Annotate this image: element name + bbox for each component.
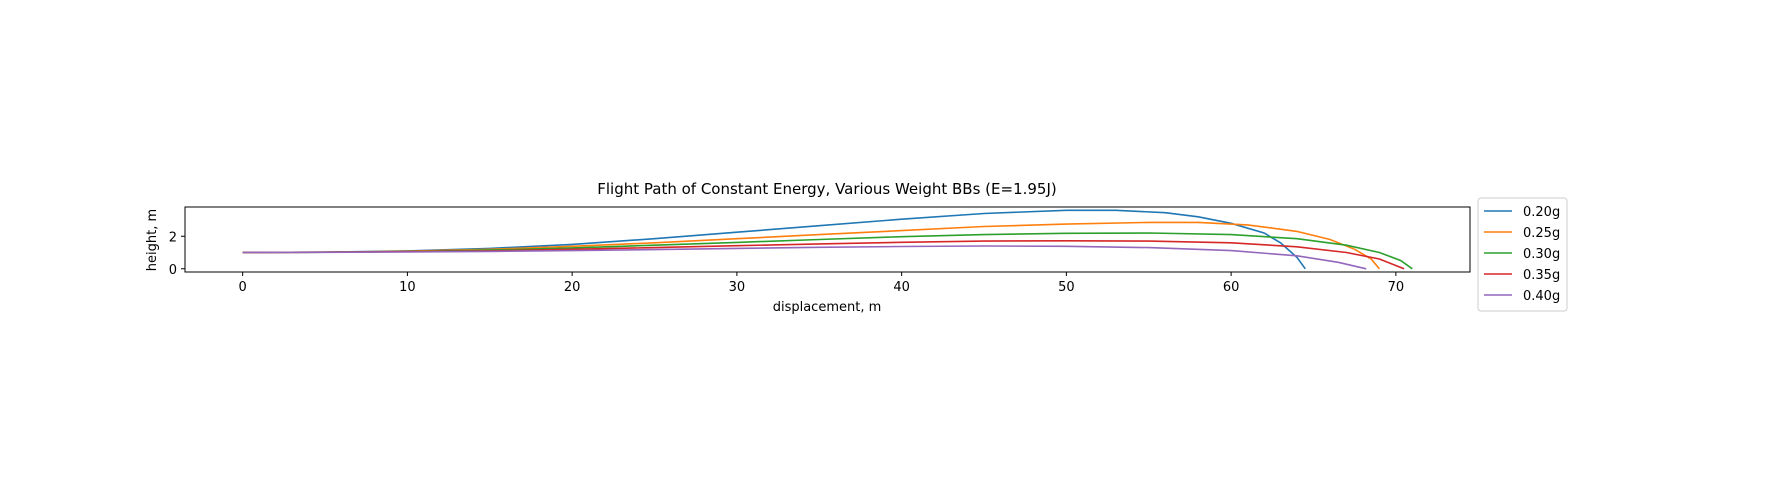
plot-area: 0 10 20 30 40 50 60 70 0 2 xyxy=(169,206,1471,295)
legend-label-3: 0.35g xyxy=(1523,268,1560,283)
series-line-1 xyxy=(242,221,1381,270)
x-tick-label-20: 20 xyxy=(564,280,581,295)
x-tick-label-10: 10 xyxy=(399,280,416,295)
series-line-4 xyxy=(242,245,1367,270)
y-axis-label: height, m xyxy=(145,209,160,271)
x-tick-label-40: 40 xyxy=(893,280,910,295)
series-line-3 xyxy=(242,239,1405,270)
x-tick-label-60: 60 xyxy=(1223,280,1240,295)
y-tick-label-2: 2 xyxy=(169,230,177,245)
x-tick-label-30: 30 xyxy=(729,280,746,295)
legend-label-4: 0.40g xyxy=(1523,289,1560,304)
x-tick-label-0: 0 xyxy=(239,280,247,295)
y-tick-label-0: 0 xyxy=(169,263,177,278)
axes-frame xyxy=(184,206,1471,273)
chart-title: Flight Path of Constant Energy, Various … xyxy=(597,180,1057,198)
x-tick-label-50: 50 xyxy=(1058,280,1075,295)
legend-label-1: 0.25g xyxy=(1523,226,1560,241)
x-tick-label-70: 70 xyxy=(1388,280,1405,295)
legend-label-2: 0.30g xyxy=(1523,247,1560,262)
legend-box xyxy=(1477,197,1568,312)
legend-label-0: 0.20g xyxy=(1523,205,1560,220)
x-axis-label: displacement, m xyxy=(773,300,882,315)
legend: 0.20g 0.25g 0.30g 0.35g 0.40g xyxy=(1477,197,1568,312)
series-line-0 xyxy=(242,209,1306,270)
